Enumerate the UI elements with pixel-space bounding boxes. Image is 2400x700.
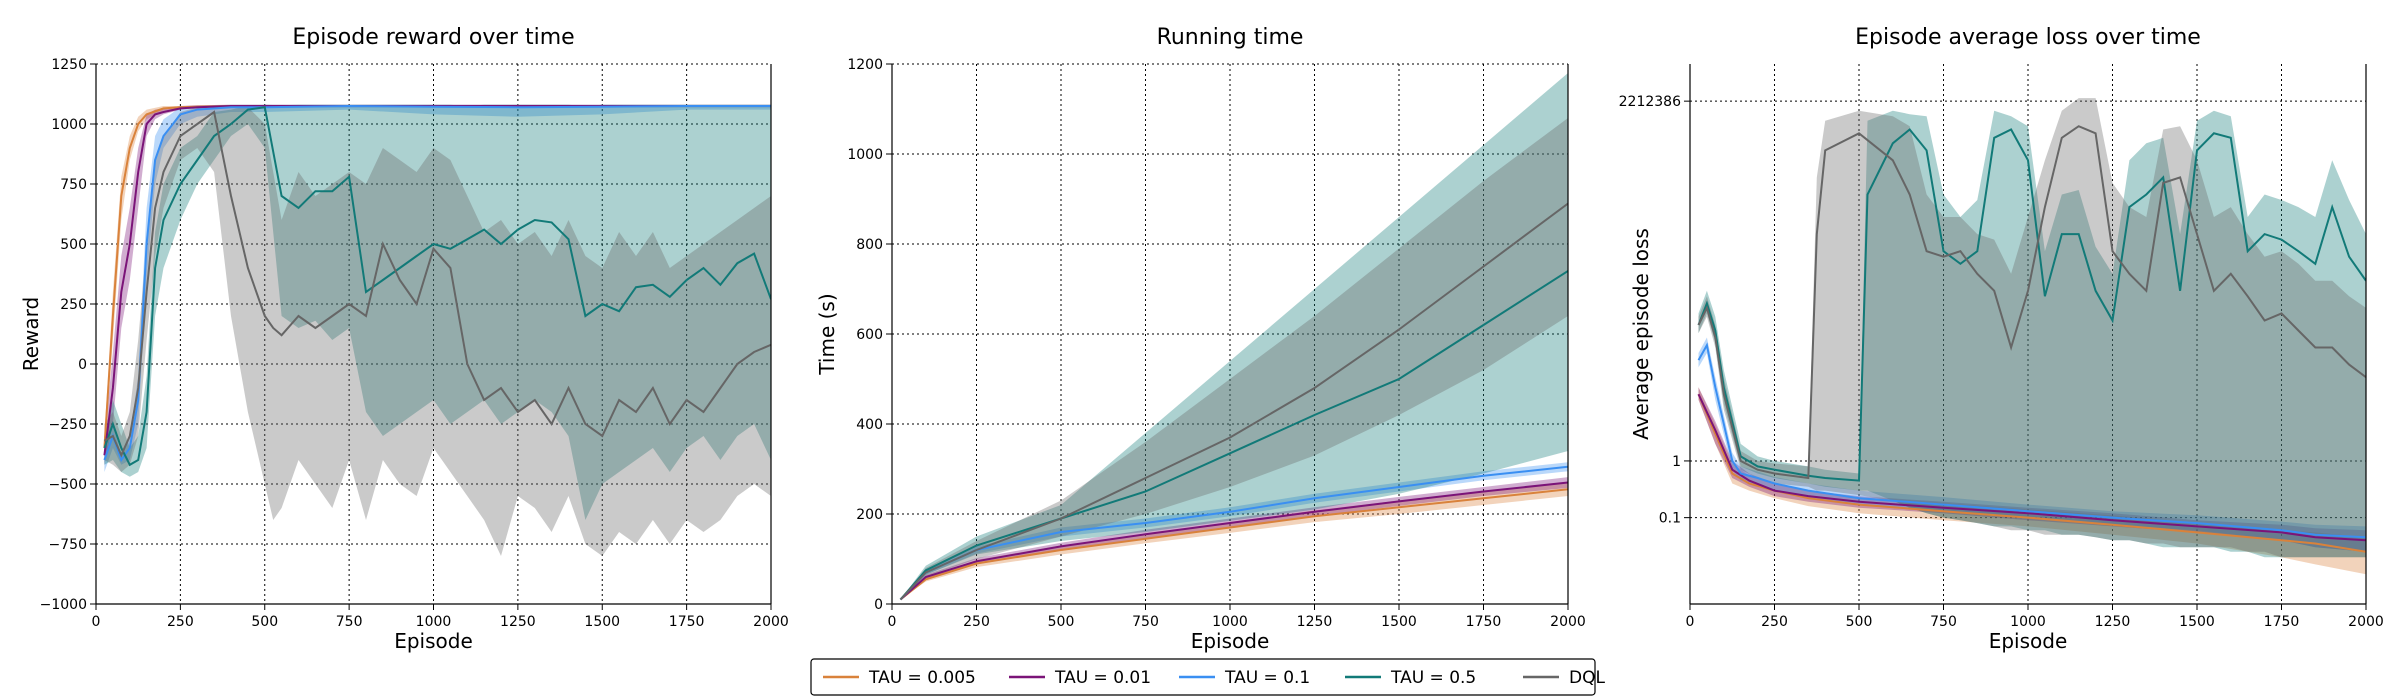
series-line-tau-0-5	[1697, 128, 2366, 482]
x-tick-label: 0	[92, 614, 101, 630]
y-tick-label: 1	[1672, 454, 1681, 470]
y-tick-label: 1250	[51, 57, 87, 73]
series-line-dql	[103, 110, 771, 458]
x-tick-label: 1500	[1381, 614, 1417, 630]
x-tick-label: 250	[963, 614, 990, 630]
series-line-tau-0-005	[899, 488, 1568, 601]
series-line-tau-0-5	[899, 270, 1568, 601]
y-tick-label: 500	[60, 237, 87, 253]
legend-label-tau-0-005: TAU = 0.005	[868, 668, 976, 688]
x-tick-label: 1250	[500, 614, 536, 630]
x-tick-label: 1000	[416, 614, 452, 630]
y-tick-label: 0	[78, 357, 87, 373]
x-tick-label: 1000	[1212, 614, 1248, 630]
legend-label-tau-0-1: TAU = 0.1	[1224, 668, 1310, 688]
y-tick-label: −1000	[40, 597, 87, 613]
plot-area	[103, 104, 771, 556]
y-tick-label: 400	[856, 417, 883, 433]
chart-panel-1: 0 250 500 750 1000 1250 1500 1750 2000 −1000 −750 −…	[19, 25, 789, 653]
y-tick-label: −750	[49, 537, 87, 553]
x-tick-label: 1500	[2179, 614, 2215, 630]
y-tick-label: 1200	[847, 57, 883, 73]
series-line-tau-0-005	[1697, 393, 2366, 553]
series-line-tau-0-5	[103, 106, 771, 467]
x-tick-label: 1750	[2264, 614, 2300, 630]
x-axis-label: Episode	[1191, 629, 1270, 653]
y-tick-label: 750	[60, 177, 87, 193]
x-axis-label: Episode	[394, 629, 473, 653]
chart-panel-2: 0 250 500 750 1000 1250 1500 1750 2000 0 200 400 600…	[815, 25, 1586, 653]
x-tick-label: 750	[1930, 614, 1957, 630]
x-tick-label: 1250	[2095, 614, 2131, 630]
series-line-dql	[1697, 125, 2366, 480]
x-tick-label: 2000	[1550, 614, 1586, 630]
band-tau-0-005	[900, 482, 1568, 600]
x-tick-label: 1500	[584, 614, 620, 630]
x-tick-label: 250	[1761, 614, 1788, 630]
x-axis-label: Episode	[1989, 629, 2068, 653]
x-tick-label: 1750	[669, 614, 705, 630]
y-tick-label: 1000	[51, 117, 87, 133]
y-tick-label: 2212386	[1619, 94, 1681, 110]
y-tick-label: 0.1	[1659, 511, 1681, 527]
y-axis-label: Time (s)	[815, 293, 839, 375]
x-tick-label: 750	[1132, 614, 1159, 630]
legend-label-tau-0-01: TAU = 0.01	[1054, 668, 1151, 688]
legend: TAU = 0.005 TAU = 0.01 TAU = 0.1 TAU = 0.5 D…	[810, 658, 1605, 696]
series-line-tau-0-1	[1697, 342, 2366, 539]
chart-title: Running time	[1157, 25, 1304, 50]
plot-area	[1697, 98, 2366, 575]
x-tick-label: 500	[251, 614, 278, 630]
y-tick-label: 800	[856, 237, 883, 253]
y-tick-label: 1000	[847, 147, 883, 163]
x-tick-label: 0	[888, 614, 897, 630]
x-tick-label: 500	[1048, 614, 1075, 630]
series-line-tau-0-01	[899, 481, 1568, 601]
band-tau-0-1	[900, 462, 1568, 600]
x-tick-label: 1250	[1297, 614, 1333, 630]
y-tick-label: 0	[874, 597, 883, 613]
band-dql	[900, 118, 1568, 600]
y-tick-label: −250	[49, 417, 87, 433]
x-tick-label: 1000	[2010, 614, 2046, 630]
legend-label-dql: DQL	[1569, 668, 1605, 688]
x-tick-label: 500	[1846, 614, 1873, 630]
x-tick-label: 0	[1686, 614, 1695, 630]
plot-area	[899, 73, 1568, 601]
x-tick-label: 1750	[1466, 614, 1502, 630]
x-tick-label: 2000	[753, 614, 789, 630]
band-tau-0-5	[1698, 110, 2366, 558]
y-axis-label: Average episode loss	[1629, 228, 1653, 440]
band-dql	[1698, 98, 2366, 558]
series-line-tau-0-1	[103, 104, 771, 463]
y-tick-label: 600	[856, 327, 883, 343]
band-tau-0-5	[104, 104, 771, 521]
chart-title: Episode average loss over time	[1855, 25, 2201, 50]
series-line-dql	[899, 202, 1568, 601]
series-line-tau-0-01	[1697, 393, 2366, 542]
y-axis-label: Reward	[19, 297, 43, 371]
chart-panel-3: 0 250 500 750 1000 1250 1500 1750 2000 0.1 1 221238…	[1619, 25, 2384, 653]
y-tick-label: −500	[49, 477, 87, 493]
y-tick-label: 250	[60, 297, 87, 313]
band-dql	[104, 106, 771, 556]
x-tick-label: 750	[336, 614, 363, 630]
legend-label-tau-0-5: TAU = 0.5	[1390, 668, 1476, 688]
y-tick-label: 200	[856, 507, 883, 523]
chart-title: Episode reward over time	[292, 25, 574, 50]
x-tick-label: 2000	[2348, 614, 2384, 630]
x-tick-label: 250	[167, 614, 194, 630]
series-line-tau-0-01	[103, 105, 771, 456]
band-tau-0-5	[900, 73, 1568, 600]
